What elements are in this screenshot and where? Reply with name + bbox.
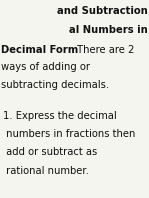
Text: numbers in fractions then: numbers in fractions then [3, 129, 135, 139]
Text: subtracting decimals.: subtracting decimals. [1, 80, 110, 90]
Text: There are 2: There are 2 [74, 45, 135, 55]
Text: 1. Express the decimal: 1. Express the decimal [3, 111, 117, 121]
Text: and Subtraction: and Subtraction [57, 6, 148, 16]
Text: Decimal Form: Decimal Form [1, 45, 79, 55]
Text: rational number.: rational number. [3, 166, 89, 176]
Text: ways of adding or: ways of adding or [1, 62, 90, 72]
Text: add or subtract as: add or subtract as [3, 147, 97, 157]
Text: al Numbers in: al Numbers in [69, 25, 148, 35]
